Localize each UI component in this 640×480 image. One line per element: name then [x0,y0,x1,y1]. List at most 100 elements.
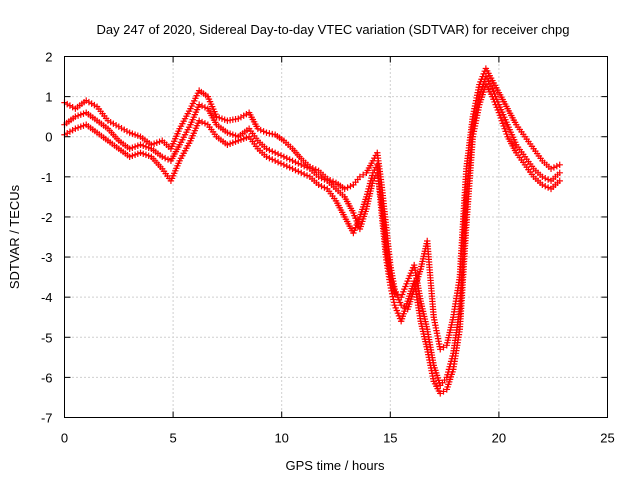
grid [64,56,608,418]
data-point-track-b [300,162,308,170]
data-point-track-a [550,164,558,171]
y-tick-label: -3 [41,250,53,265]
x-tick-label: 20 [492,431,506,446]
data-point-track-a [266,130,273,137]
x-tick-label: 25 [600,431,614,446]
data-point-track-c [315,181,322,189]
data-point-track-a [341,185,348,193]
y-tick-label: -5 [41,330,53,345]
data-point-track-c [437,390,444,397]
data-point-track-c [321,184,328,191]
x-tick-label: 15 [383,431,397,446]
data-point-track-a [329,178,337,185]
y-tick-label: 1 [45,90,52,105]
data-point-track-b [263,145,270,152]
data-point-track-b [277,152,285,159]
x-tick-labels: 0 5 10 15 20 25 [61,431,615,446]
data-point-track-c [539,181,546,189]
data-point-track-b [295,160,302,167]
data-point-track-b [318,174,325,182]
y-tick-label: 2 [45,50,52,65]
x-tick-label: 5 [169,431,176,446]
x-axis-label: GPS time / hours [286,458,385,473]
data-point-track-b [269,148,276,155]
y-tick-labels: 2 1 0 -1 -2 -3 -4 -5 -6 -7 [41,50,53,426]
x-tick-label: 10 [274,431,288,446]
data-point-track-c [286,164,293,171]
data-point-track-a [556,161,563,168]
data-point-track-c [269,156,276,163]
data-point-track-c [277,160,285,167]
data-point-track-a [437,346,444,353]
data-point-track-c [300,170,308,178]
data-point-track-a [356,173,364,181]
x-tick-label: 0 [61,431,68,446]
data-point-track-b [164,156,172,163]
y-axis-label: SDTVAR / TECUs [7,184,22,289]
y-tick-label: -4 [41,290,53,305]
data-point-track-c [318,182,325,190]
data-point-track-b [539,173,546,181]
data-point-track-a [359,171,367,179]
y-tick-label: -2 [41,210,53,225]
data-point-track-c [388,290,396,297]
data-point-track-c [298,169,305,177]
data-point-track-c [266,154,273,162]
data-point-track-a [397,301,405,309]
data-point-track-b [161,154,169,162]
data-point-track-c [387,281,394,289]
data-point-track-b [544,176,552,183]
data-point-track-c [289,165,296,173]
data-point-track-c [390,296,397,303]
y-tick-label: -7 [41,411,53,426]
data-point-track-b [159,153,166,160]
data-point-track-c [390,299,398,306]
data-point-track-b [286,156,293,163]
data-point-track-c [271,157,279,164]
data-point-track-b [556,169,563,177]
data-point-track-c [544,184,552,191]
data-point-track-c [295,168,302,175]
data-point-track-a [440,344,447,351]
data-point-track-c [389,293,396,300]
data-point-track-a [263,129,270,136]
data-point-track-c [556,177,563,185]
data-point-track-b [266,146,273,154]
data-point-track-c [440,388,447,395]
data-point-track-b [298,161,305,168]
data-point-track-b [283,154,290,162]
data-point-track-a [269,130,276,138]
data-point-track-b [303,164,311,171]
data-point-track-a [553,162,561,170]
axis-ticks [64,56,608,418]
data-point-track-c [292,166,299,174]
data-point-track-b [394,291,402,299]
y-tick-label: -1 [41,170,53,185]
data-point-track-b [201,104,209,111]
data-point-track-c [198,118,206,126]
y-tick-label: -6 [41,370,53,385]
data-points [61,65,563,397]
data-point-track-b [271,149,279,156]
data-point-track-a [257,126,264,134]
data-point-track-a [344,184,351,191]
data-point-track-c [387,284,395,292]
plot-frame [64,56,608,418]
data-point-track-c [280,161,288,168]
data-point-track-b [274,150,282,158]
data-point-track-a [547,165,555,173]
data-point-track-a [260,128,267,135]
data-point-track-b [195,101,203,108]
chart-title: Day 247 of 2020, Sidereal Day-to-day VTE… [96,22,569,37]
data-point-track-c [263,153,270,160]
data-point-track-c [195,117,203,124]
data-point-track-b [315,173,322,181]
data-point-track-c [542,182,549,190]
data-point-track-b [542,174,549,182]
data-point-track-b [289,157,296,164]
data-point-track-a [312,166,319,173]
data-point-track-c [283,162,290,170]
data-point-track-a [347,182,354,190]
